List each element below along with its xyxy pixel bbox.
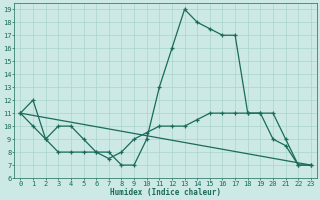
X-axis label: Humidex (Indice chaleur): Humidex (Indice chaleur) bbox=[110, 188, 221, 197]
